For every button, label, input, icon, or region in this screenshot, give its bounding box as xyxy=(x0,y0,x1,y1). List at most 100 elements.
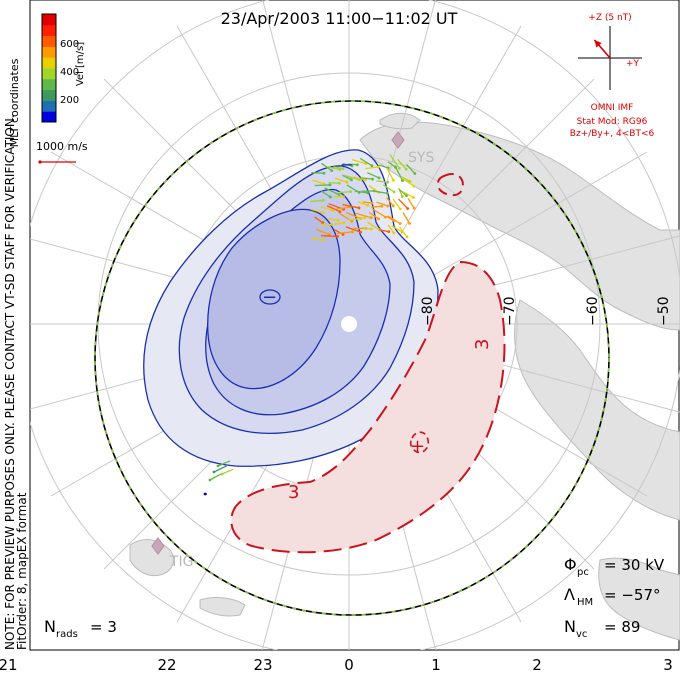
coord-label: MLT coordinates xyxy=(8,58,21,147)
velocity-vector xyxy=(371,190,388,194)
lat-label-80: −80 xyxy=(420,296,436,326)
velocity-vector-origin xyxy=(380,204,384,208)
velocity-vector-origin xyxy=(377,165,380,169)
velocity-vector-origin xyxy=(341,167,345,170)
velocity-vector xyxy=(314,184,330,187)
radar-site-sys: SYS xyxy=(391,131,434,166)
colorbar-segment xyxy=(42,35,56,47)
velocity-vector-origin xyxy=(355,163,359,167)
colorbar-segment xyxy=(42,68,56,80)
velocity-vector xyxy=(209,472,223,481)
nvc-symbol: N xyxy=(564,617,576,636)
velocity-vector xyxy=(320,190,331,198)
lambda-value: = −57° xyxy=(604,586,661,604)
velocity-vector-origin xyxy=(350,219,354,223)
velocity-vector xyxy=(342,203,360,209)
velocity-vector xyxy=(333,166,344,170)
velocity-vector-origin xyxy=(329,195,332,199)
contour-label-top: − xyxy=(340,155,353,174)
velocity-vector xyxy=(314,216,324,224)
mlt-tick-0: 0 xyxy=(344,656,354,674)
velocity-vector xyxy=(387,161,396,168)
velocity-vector-origin xyxy=(330,169,334,173)
lat-label-50: −50 xyxy=(656,296,672,326)
colorbar-outline xyxy=(41,13,57,123)
velocity-vector xyxy=(321,162,333,172)
velocity-vector xyxy=(402,191,414,199)
velocity-vector-origin xyxy=(220,472,224,476)
colorbar-label: Vel [m/s] xyxy=(75,42,86,86)
velocity-vector-origin xyxy=(336,218,340,222)
lat-label-60: −60 xyxy=(585,296,601,326)
velocity-vector-origin xyxy=(363,216,367,220)
velocity-vector xyxy=(217,460,231,467)
lambda-symbol: Λ xyxy=(564,585,575,604)
velocity-vector-origin xyxy=(370,201,374,205)
velocity-vector-origin xyxy=(369,216,373,220)
velocity-vector xyxy=(310,237,324,241)
positive-convection-cell xyxy=(230,172,506,554)
velocity-vector-origin xyxy=(385,191,389,195)
velocity-vector xyxy=(358,201,369,207)
imf-bz-by: Bz+/By+, 4<BT<6 xyxy=(570,129,655,139)
velocity-vector-origin xyxy=(397,166,401,170)
radar-label-tig: TIG xyxy=(169,554,194,570)
velocity-vector xyxy=(324,187,340,196)
velocity-vector-origin xyxy=(331,209,334,212)
velocity-vector xyxy=(345,226,361,233)
velocity-vector xyxy=(371,205,382,208)
lat-label-70: −70 xyxy=(502,296,518,326)
velocity-vector-origin xyxy=(371,177,374,181)
phi-sub: pc xyxy=(577,567,589,578)
colorbar-segment xyxy=(42,89,56,101)
colorbar-segment xyxy=(42,111,56,123)
velocity-vector xyxy=(372,208,386,218)
imf-source: OMNI IMF xyxy=(591,103,634,113)
mlt-tick-3: 3 xyxy=(663,656,673,674)
velocity-vector-origin xyxy=(398,222,402,225)
velocity-vector-origin xyxy=(342,221,346,225)
velocity-vector xyxy=(346,211,361,220)
velocity-vector xyxy=(320,234,338,238)
colorbar-tick-400: 400 xyxy=(60,67,79,78)
velocity-vector-origin xyxy=(342,195,345,199)
velocity-vector xyxy=(328,182,340,184)
velocity-vector xyxy=(342,163,353,167)
mlt-tick-23: 23 xyxy=(253,656,272,674)
velocity-vector xyxy=(387,215,401,225)
velocity-vector xyxy=(399,226,408,238)
velocity-vector xyxy=(310,199,324,203)
velocity-vector xyxy=(334,222,345,225)
velocity-vector xyxy=(365,166,379,170)
mlt-tick-22: 22 xyxy=(157,656,176,674)
velocity-vector xyxy=(406,163,416,174)
velocity-vector xyxy=(387,224,395,234)
velocity-vector xyxy=(320,206,333,212)
velocity-vector-origin xyxy=(350,164,354,168)
velocity-vector-origin xyxy=(338,168,342,172)
velocity-vector xyxy=(360,177,373,180)
velocity-vector-origin xyxy=(330,223,334,226)
velocity-vector-origin xyxy=(216,464,220,468)
velocity-vector-origin xyxy=(406,207,410,210)
mlt-tick-21: 21 xyxy=(0,656,18,674)
velocity-vector xyxy=(336,231,353,235)
contour-label-3-right: 3 xyxy=(472,339,493,350)
velocity-vector xyxy=(400,175,411,183)
velocity-vector xyxy=(385,197,394,207)
velocity-vector xyxy=(310,208,324,214)
nrads-value: = 3 xyxy=(90,618,117,636)
velocity-vector-origin xyxy=(401,179,404,183)
velocity-vector-origin xyxy=(392,178,395,182)
velocity-vector-origin xyxy=(328,183,332,187)
velocity-vector xyxy=(386,167,394,181)
velocity-vector-origin xyxy=(321,198,325,202)
velocity-vector-origin xyxy=(322,238,326,242)
mlt-tick-1: 1 xyxy=(431,656,441,674)
velocity-vector xyxy=(343,174,360,181)
velocity-vector-origin xyxy=(405,235,409,239)
velocity-vector xyxy=(351,159,366,165)
colorbar-segment xyxy=(42,46,56,58)
velocity-vector-origin xyxy=(357,206,361,210)
velocity-vector-origin xyxy=(392,231,396,235)
